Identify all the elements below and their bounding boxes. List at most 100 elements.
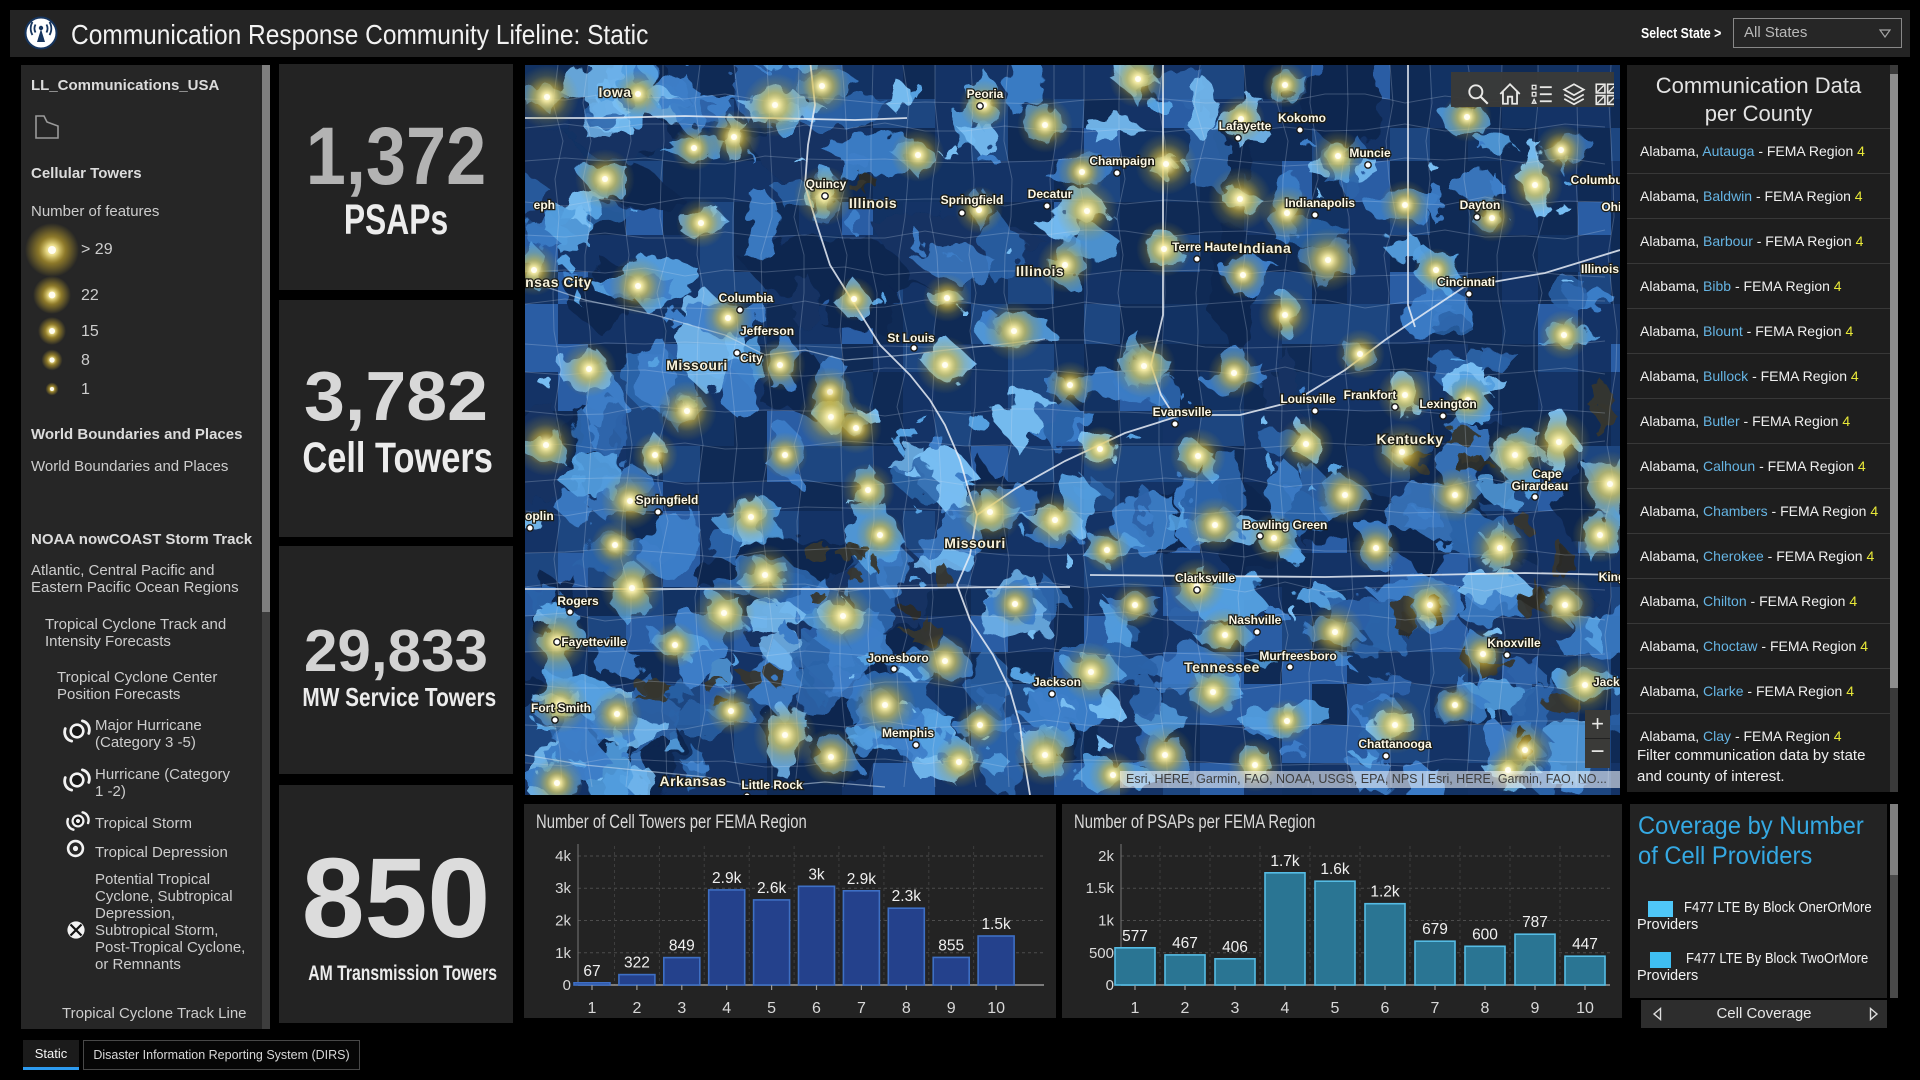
svg-text:Illinois: Illinois [1581,262,1619,276]
svg-text:Quincy: Quincy [806,177,847,191]
svg-text:Evansville: Evansville [1153,405,1212,419]
svg-text:Lafayette: Lafayette [1219,119,1272,133]
svg-text:Girardeau: Girardeau [1512,479,1569,493]
svg-text:447: 447 [1572,936,1598,953]
svg-text:Terre Haute: Terre Haute [1172,240,1238,254]
svg-text:67: 67 [583,963,600,980]
svg-text:849: 849 [669,938,695,955]
svg-text:Kentucky: Kentucky [1376,431,1443,447]
svg-text:Louisville: Louisville [1280,392,1336,406]
svg-text:Missouri: Missouri [944,535,1006,551]
svg-text:2: 2 [1181,1000,1190,1017]
svg-text:855: 855 [938,937,964,954]
svg-text:3: 3 [1231,1000,1240,1017]
svg-text:Murfreesboro: Murfreesboro [1259,649,1336,663]
svg-text:4: 4 [1281,1000,1290,1017]
svg-text:Springfield: Springfield [941,193,1004,207]
svg-text:1.5k: 1.5k [981,916,1011,933]
svg-text:Knoxville: Knoxville [1487,636,1541,650]
svg-text:600: 600 [1472,926,1498,943]
svg-text:Jackson: Jackson [1593,675,1620,689]
svg-text:679: 679 [1422,921,1448,938]
svg-text:1: 1 [1131,1000,1140,1017]
svg-text:1.6k: 1.6k [1320,861,1350,878]
svg-text:Clarksville: Clarksville [1175,571,1235,585]
svg-text:577: 577 [1122,928,1148,945]
svg-text:Ohio: Ohio [1601,200,1620,214]
svg-text:Chattanooga: Chattanooga [1358,737,1432,751]
svg-text:Columbus: Columbus [1571,173,1620,187]
svg-text:2.9k: 2.9k [847,871,877,888]
svg-text:4k: 4k [555,848,571,865]
svg-text:Cape: Cape [1532,467,1562,481]
svg-text:Jackson: Jackson [1033,675,1081,689]
svg-text:Frankfort: Frankfort [1344,388,1397,402]
svg-text:0: 0 [563,977,571,994]
svg-text:City: City [740,351,763,365]
svg-text:2.6k: 2.6k [757,880,787,897]
svg-text:467: 467 [1172,935,1198,952]
svg-text:Nashville: Nashville [1229,613,1282,627]
svg-text:Bowling Green: Bowling Green [1243,518,1328,532]
svg-text:2: 2 [632,1000,641,1017]
svg-text:6: 6 [1381,1000,1390,1017]
svg-text:406: 406 [1222,939,1248,956]
svg-text:7: 7 [857,1000,866,1017]
svg-text:Dayton: Dayton [1460,198,1501,212]
svg-text:Iowa: Iowa [598,84,631,100]
svg-text:787: 787 [1522,914,1548,931]
svg-text:2k: 2k [555,913,571,930]
svg-text:Indianapolis: Indianapolis [1285,196,1355,210]
svg-text:3k: 3k [555,880,571,897]
svg-text:Kansas City: Kansas City [525,274,592,290]
svg-text:500: 500 [1089,945,1114,962]
svg-text:Cincinnati: Cincinnati [1437,275,1495,289]
svg-text:Arkansas: Arkansas [659,773,726,789]
svg-text:2.3k: 2.3k [892,888,922,905]
svg-text:8: 8 [1481,1000,1490,1017]
svg-text:3k: 3k [808,866,825,883]
svg-text:Muncie: Muncie [1349,146,1391,160]
svg-text:8: 8 [902,1000,911,1017]
svg-text:Fort Smith: Fort Smith [531,701,591,715]
svg-text:Joplin: Joplin [525,509,554,523]
svg-text:2.9k: 2.9k [712,870,742,887]
svg-text:9: 9 [1531,1000,1540,1017]
svg-text:Decatur: Decatur [1028,187,1073,201]
svg-text:Kokomo: Kokomo [1278,111,1326,125]
svg-text:Memphis: Memphis [882,726,934,740]
svg-text:Springfield: Springfield [636,493,699,507]
svg-text:3: 3 [677,1000,686,1017]
svg-text:5: 5 [767,1000,776,1017]
svg-text:Missouri: Missouri [666,357,728,373]
svg-text:St Louis: St Louis [887,331,935,345]
svg-text:1.7k: 1.7k [1270,853,1300,870]
svg-text:Lexington: Lexington [1419,397,1476,411]
svg-text:9: 9 [947,1000,956,1017]
svg-text:Rogers: Rogers [557,594,599,608]
svg-text:Peoria: Peoria [967,87,1004,101]
svg-text:6: 6 [812,1000,821,1017]
svg-text:Jonesboro: Jonesboro [867,651,928,665]
svg-text:4: 4 [722,1000,731,1017]
svg-text:1.2k: 1.2k [1370,884,1400,901]
svg-text:Illinois: Illinois [1016,263,1064,279]
svg-text:Columbia: Columbia [719,291,774,305]
svg-text:Kingsport: Kingsport [1599,570,1620,584]
svg-text:Champaign: Champaign [1089,154,1154,168]
svg-text:5: 5 [1331,1000,1340,1017]
svg-text:1k: 1k [555,945,571,962]
svg-text:10: 10 [987,1000,1005,1017]
svg-text:0: 0 [1106,977,1114,994]
svg-text:eph: eph [534,198,555,212]
svg-text:7: 7 [1431,1000,1440,1017]
svg-text:Indiana: Indiana [1239,240,1292,256]
svg-text:2k: 2k [1098,848,1114,865]
svg-text:1.5k: 1.5k [1086,880,1115,897]
svg-text:322: 322 [624,955,650,972]
svg-text:Little Rock: Little Rock [741,778,803,792]
svg-text:Illinois: Illinois [849,195,897,211]
svg-text:1k: 1k [1098,913,1114,930]
svg-text:10: 10 [1576,1000,1594,1017]
svg-text:1: 1 [588,1000,597,1017]
